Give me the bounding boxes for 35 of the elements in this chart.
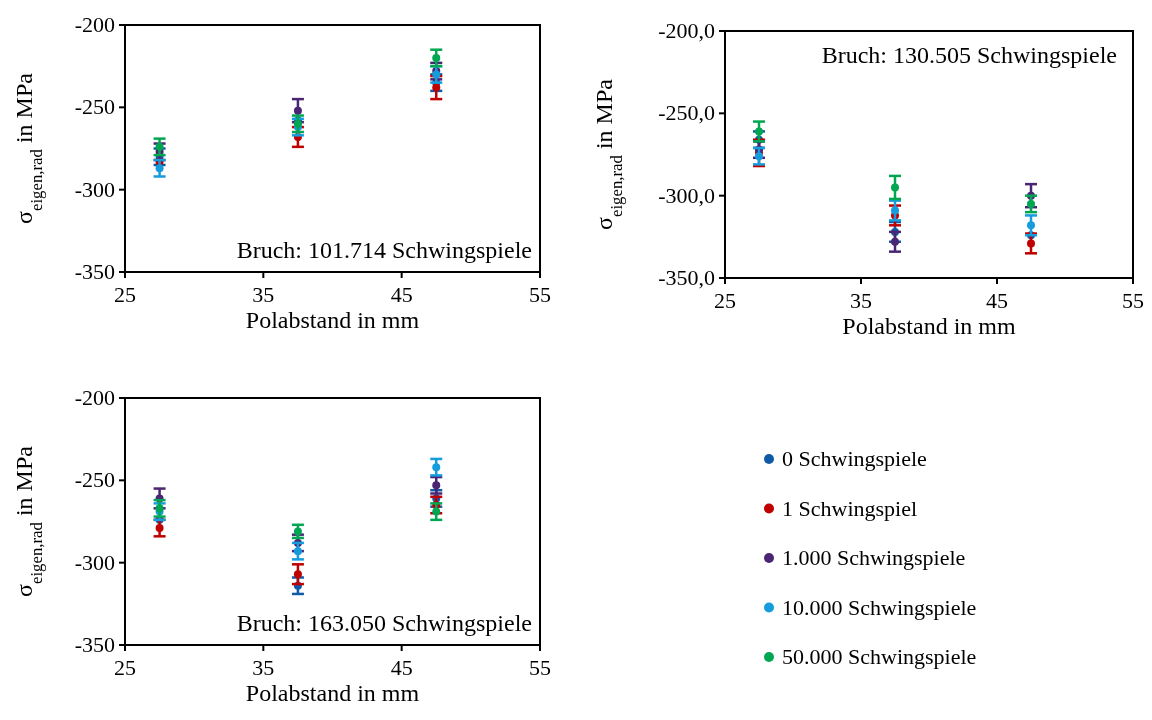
- y-tick-label: -200: [74, 385, 115, 410]
- x-tick-label: 35: [252, 282, 275, 307]
- y-tick-label: -300: [74, 176, 115, 202]
- x-axis-title: Polabstand in mm: [245, 307, 420, 333]
- x-axis-title: Polabstand in mm: [245, 680, 420, 706]
- x-tick-label: 55: [529, 282, 551, 307]
- x-tick-label: 25: [114, 282, 136, 307]
- legend-label: 1.000 Schwingspiele: [782, 545, 966, 570]
- y-tick-label: -300,0: [658, 182, 715, 208]
- x-tick-label: 35: [252, 655, 275, 680]
- legend-label: 1 Schwingspiel: [782, 495, 918, 521]
- x-tick-label: 45: [390, 655, 413, 680]
- y-tick-label: -200,0: [658, 18, 715, 43]
- x-tick-label: 55: [1122, 288, 1144, 313]
- y-tick-label: -350,0: [658, 265, 715, 290]
- legend-label: 50.000 Schwingspiele: [782, 644, 977, 669]
- y-tick-label: -200: [74, 12, 115, 37]
- legend-label: 10.000 Schwingspiele: [782, 594, 977, 620]
- y-tick-label: -250: [74, 94, 115, 120]
- x-tick-label: 55: [529, 655, 551, 680]
- y-tick-label: -300: [74, 549, 115, 575]
- x-axis-title: Polabstand in mm: [842, 313, 1016, 339]
- y-tick-label: -350: [74, 259, 115, 284]
- x-tick-label: 35: [850, 288, 872, 313]
- annotation: Bruch: 101.714 Schwingspiele: [236, 237, 532, 263]
- legend-label: 0 Schwingspiele: [782, 446, 927, 471]
- y-tick-label: -250: [74, 467, 115, 493]
- y-tick-label: -250,0: [658, 100, 715, 126]
- y-tick-label: -350: [74, 632, 115, 657]
- annotation: Bruch: 163.050 Schwingspiele: [236, 610, 532, 636]
- x-tick-label: 45: [390, 282, 413, 307]
- x-tick-label: 25: [714, 288, 736, 313]
- x-tick-label: 25: [114, 655, 136, 680]
- x-tick-label: 45: [986, 288, 1008, 313]
- annotation: Bruch: 130.505 Schwingspiele: [821, 42, 1117, 68]
